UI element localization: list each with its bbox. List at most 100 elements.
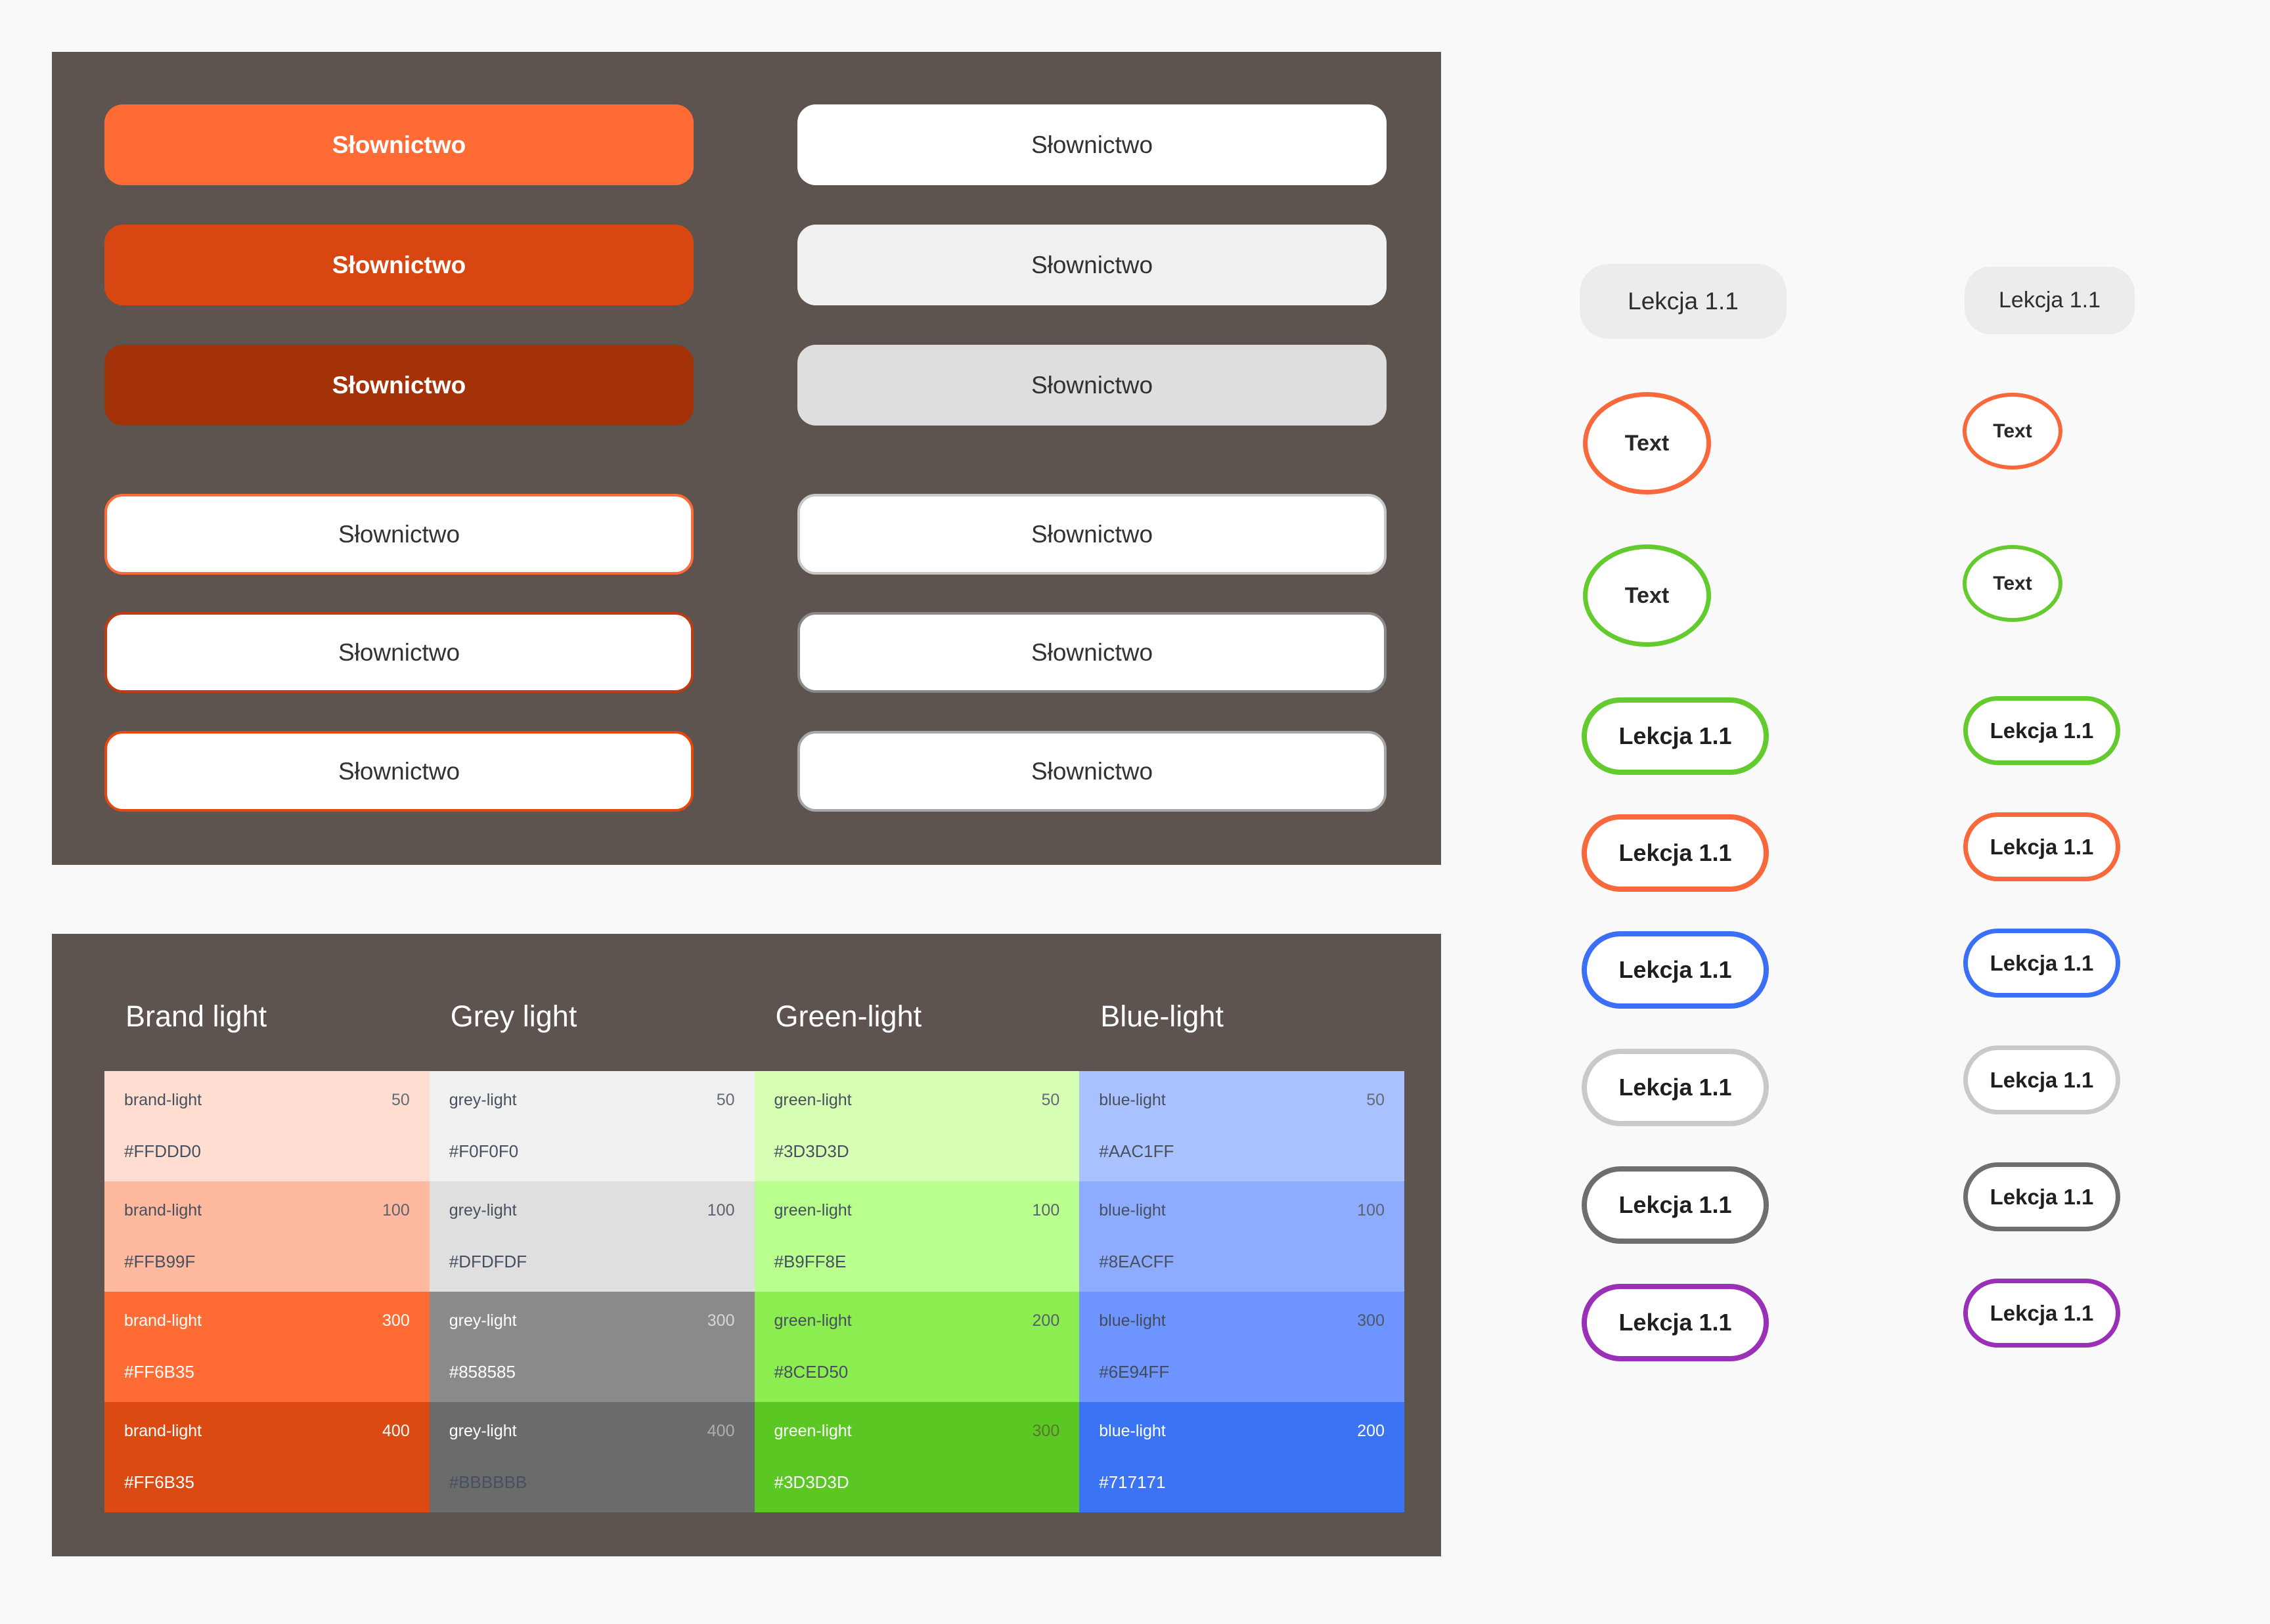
swatch-name: grey-light — [449, 1422, 517, 1440]
slownictwo-button-right-4[interactable]: Słownictwo — [797, 494, 1387, 575]
text-circle-green-sm[interactable]: Text — [1963, 545, 2062, 622]
circle-label: Text — [1624, 582, 1670, 608]
slownictwo-button-left-2[interactable]: Słownictwo — [104, 225, 694, 305]
lekcja-pill-light-grey-lg[interactable]: Lekcja 1.1 — [1582, 1049, 1769, 1126]
swatch-top-row: grey-light 100 — [449, 1201, 735, 1220]
palette-swatch: brand-light 50 #FFDDD0 — [104, 1071, 430, 1181]
lekcja-pill-green-sm[interactable]: Lekcja 1.1 — [1963, 696, 2120, 765]
swatch-top-row: brand-light 50 — [124, 1091, 410, 1110]
text-circle-green-lg[interactable]: Text — [1583, 544, 1711, 647]
slownictwo-button-right-5[interactable]: Słownictwo — [797, 612, 1387, 693]
text-circle-orange-lg[interactable]: Text — [1583, 392, 1711, 494]
pill-label: Lekcja 1.1 — [1990, 1300, 2094, 1325]
button-label: Słownictwo — [1031, 371, 1153, 399]
lekcja-pill-purple-lg[interactable]: Lekcja 1.1 — [1582, 1284, 1769, 1361]
lekcja-pill-orange-sm[interactable]: Lekcja 1.1 — [1963, 812, 2120, 881]
text-circle-orange-sm[interactable]: Text — [1963, 393, 2062, 470]
swatch-top-row: brand-light 300 — [124, 1311, 410, 1330]
swatch-name: brand-light — [124, 1201, 202, 1219]
palette-column-title: Brand light — [125, 999, 267, 1033]
palette-swatch: brand-light 100 #FFB99F — [104, 1181, 430, 1292]
swatch-value: 400 — [382, 1422, 410, 1440]
button-label: Słownictwo — [1031, 757, 1153, 785]
pill-label: Lekcja 1.1 — [1990, 1184, 2094, 1209]
slownictwo-button-left-4[interactable]: Słownictwo — [104, 494, 694, 575]
slownictwo-button-right-1[interactable]: Słownictwo — [797, 104, 1387, 185]
palette-column: green-light 50 #3D3D3D green-light 100 #B9FF8… — [754, 1071, 1080, 1512]
swatch-top-row: blue-light 100 — [1099, 1201, 1385, 1220]
swatch-name: grey-light — [449, 1201, 517, 1219]
swatch-name: blue-light — [1099, 1311, 1166, 1330]
lekcja-pill-dark-grey-sm[interactable]: Lekcja 1.1 — [1963, 1162, 2120, 1231]
lekcja-pill-blue-lg[interactable]: Lekcja 1.1 — [1582, 931, 1769, 1009]
button-label: Słownictwo — [1031, 520, 1153, 548]
palette-column: brand-light 50 #FFDDD0 brand-light 100 #FFB99… — [104, 1071, 430, 1512]
swatch-hex: #FF6B35 — [124, 1472, 194, 1492]
swatch-top-row: brand-light 400 — [124, 1422, 410, 1441]
swatch-top-row: blue-light 300 — [1099, 1311, 1385, 1330]
swatch-hex: #FF6B35 — [124, 1362, 194, 1382]
palette-swatch: blue-light 300 #6E94FF — [1079, 1292, 1404, 1402]
swatch-value: 100 — [1357, 1201, 1385, 1219]
slownictwo-button-left-1[interactable]: Słownictwo — [104, 104, 694, 185]
button-label: Słownictwo — [332, 251, 466, 278]
slownictwo-button-left-6[interactable]: Słownictwo — [104, 731, 694, 812]
lekcja-pill-light-grey-sm[interactable]: Lekcja 1.1 — [1963, 1045, 2120, 1114]
pill-label: Lekcja 1.1 — [1618, 722, 1732, 749]
swatch-value: 100 — [707, 1201, 735, 1219]
lekcja-pill-dark-grey-lg[interactable]: Lekcja 1.1 — [1582, 1166, 1769, 1244]
button-label: Słownictwo — [332, 371, 466, 399]
button-label: Słownictwo — [338, 638, 460, 666]
swatch-name: blue-light — [1099, 1422, 1166, 1440]
pill-label: Lekcja 1.1 — [1618, 1191, 1732, 1218]
swatch-value: 100 — [382, 1201, 410, 1219]
pill-label: Lekcja 1.1 — [1990, 950, 2094, 975]
pill-label: Lekcja 1.1 — [1618, 1074, 1732, 1101]
slownictwo-button-right-3[interactable]: Słownictwo — [797, 345, 1387, 426]
swatch-value: 50 — [1041, 1091, 1060, 1109]
lekcja-pill-orange-lg[interactable]: Lekcja 1.1 — [1582, 814, 1769, 892]
button-label: Słownictwo — [338, 520, 460, 548]
lekcja-pill-blue-sm[interactable]: Lekcja 1.1 — [1963, 929, 2120, 998]
palette-swatch: grey-light 100 #DFDFDF — [429, 1181, 755, 1292]
swatch-top-row: grey-light 400 — [449, 1422, 735, 1441]
circle-label: Text — [1624, 430, 1670, 456]
chip-label: Lekcja 1.1 — [1628, 288, 1739, 315]
slownictwo-button-right-2[interactable]: Słownictwo — [797, 225, 1387, 305]
swatch-hex: #DFDFDF — [449, 1252, 527, 1271]
slownictwo-button-right-6[interactable]: Słownictwo — [797, 731, 1387, 812]
palette-swatch: blue-light 200 #717171 — [1079, 1402, 1404, 1512]
lekcja-pill-purple-sm[interactable]: Lekcja 1.1 — [1963, 1279, 2120, 1348]
swatch-top-row: green-light 100 — [774, 1201, 1060, 1220]
button-label: Słownictwo — [1031, 251, 1153, 278]
swatch-hex: #AAC1FF — [1099, 1141, 1174, 1161]
palette-panel: Brand light Grey light Green-light Blue-lig… — [52, 934, 1441, 1556]
swatch-top-row: green-light 200 — [774, 1311, 1060, 1330]
circle-label: Text — [1993, 572, 2032, 594]
lekcja-pill-green-lg[interactable]: Lekcja 1.1 — [1582, 697, 1769, 775]
swatch-name: grey-light — [449, 1311, 517, 1330]
slownictwo-button-left-5[interactable]: Słownictwo — [104, 612, 694, 693]
palette-swatch: grey-light 300 #858585 — [429, 1292, 755, 1402]
palette-table: brand-light 50 #FFDDD0 brand-light 100 #FFB99… — [104, 1071, 1404, 1512]
slownictwo-button-left-3[interactable]: Słownictwo — [104, 345, 694, 426]
swatch-name: brand-light — [124, 1091, 202, 1109]
swatch-name: blue-light — [1099, 1201, 1166, 1219]
swatch-hex: #FFB99F — [124, 1252, 196, 1271]
palette-swatch: green-light 300 #3D3D3D — [754, 1402, 1080, 1512]
palette-swatch: brand-light 400 #FF6B35 — [104, 1402, 430, 1512]
lekcja-header-chip-lg[interactable]: Lekcja 1.1 — [1580, 264, 1787, 339]
swatch-hex: #F0F0F0 — [449, 1141, 519, 1161]
palette-column-title: Green-light — [775, 999, 922, 1033]
palette-swatch: green-light 100 #B9FF8E — [754, 1181, 1080, 1292]
pill-label: Lekcja 1.1 — [1618, 956, 1732, 983]
palette-swatch: green-light 50 #3D3D3D — [754, 1071, 1080, 1181]
swatch-hex: #FFDDD0 — [124, 1141, 202, 1161]
swatch-top-row: brand-light 100 — [124, 1201, 410, 1220]
palette-column: grey-light 50 #F0F0F0 grey-light 100 #DFDFDF g… — [429, 1071, 755, 1512]
swatch-top-row: blue-light 200 — [1099, 1422, 1385, 1441]
swatch-hex: #717171 — [1099, 1472, 1166, 1492]
palette-swatch: green-light 200 #8CED50 — [754, 1292, 1080, 1402]
lekcja-header-chip-sm[interactable]: Lekcja 1.1 — [1965, 267, 2135, 334]
swatch-value: 200 — [1357, 1422, 1385, 1440]
